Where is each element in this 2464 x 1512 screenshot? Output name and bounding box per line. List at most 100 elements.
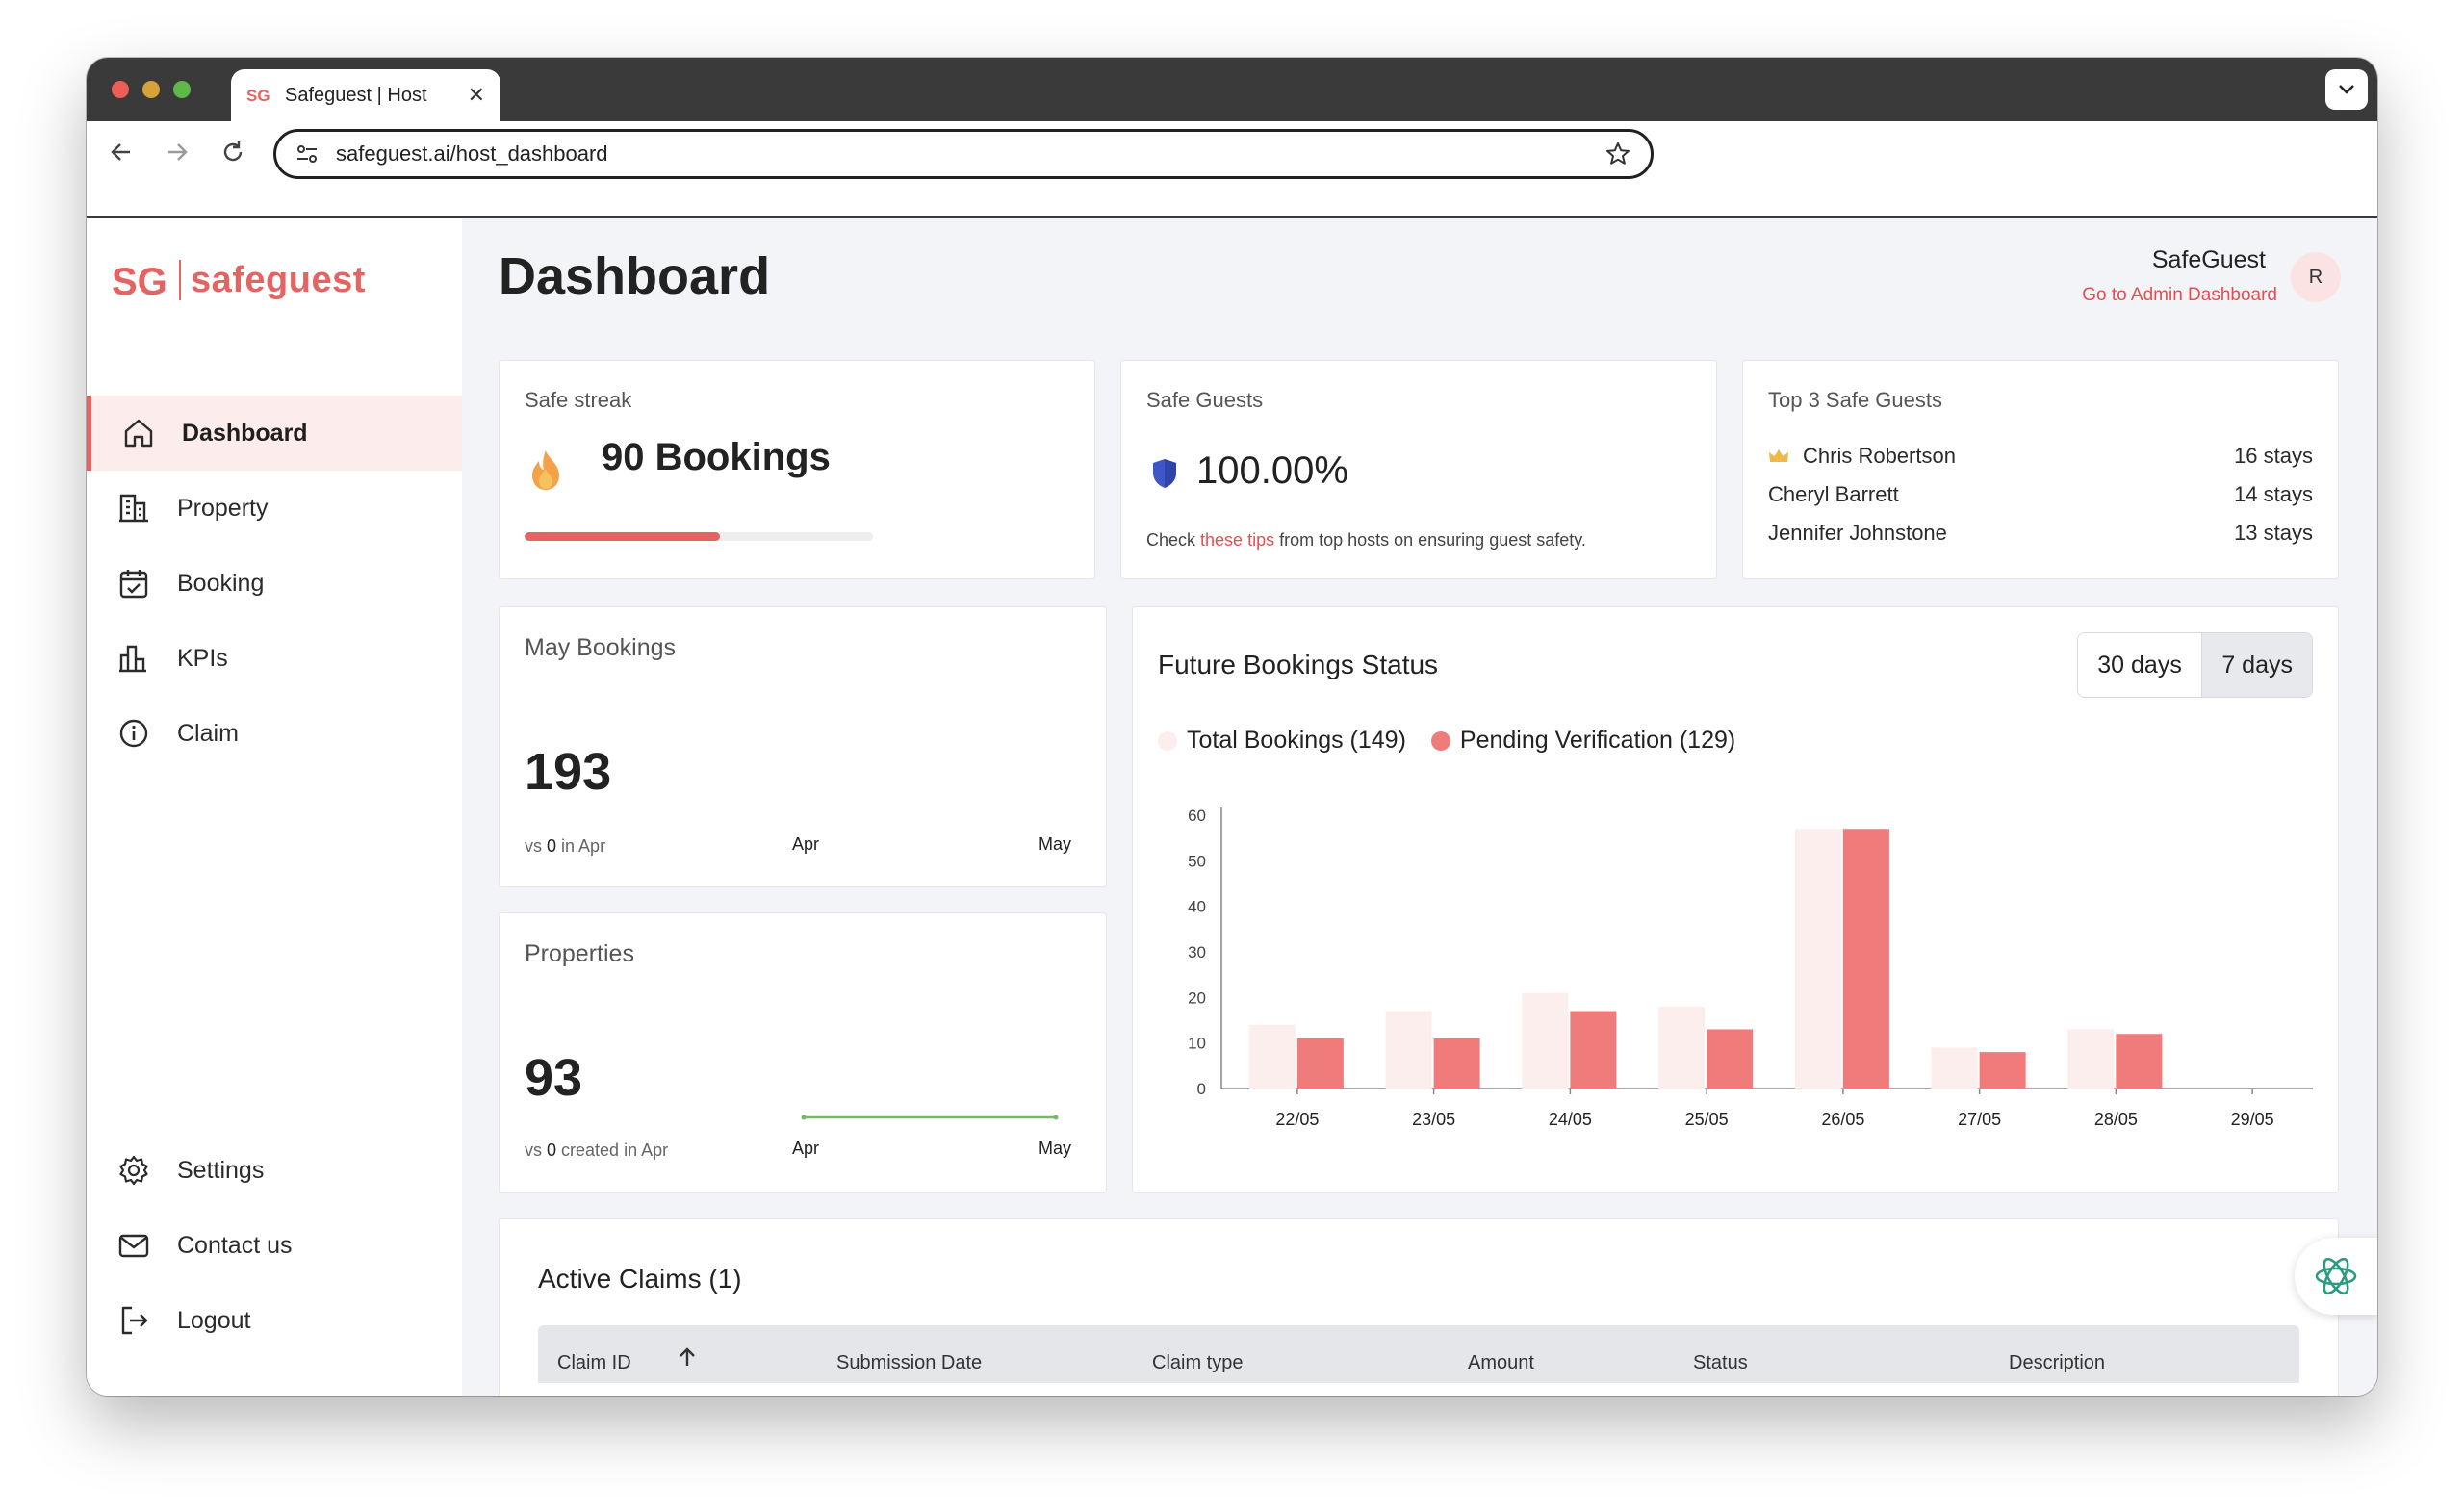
column-header-status[interactable]: Status [1693,1352,1748,1373]
chart-legend: Total Bookings (149) Pending Verificatio… [1158,727,1735,755]
guest-name: Cheryl Barrett [1768,482,1899,506]
browser-tab[interactable]: SG Safeguest | Host ✕ [231,69,500,121]
bookmark-star-icon[interactable] [1604,141,1631,167]
arrow-left-icon [111,143,130,161]
gear-icon [116,1152,152,1189]
may-bookings-value: 193 [525,743,612,801]
bar-pending-verification [2116,1034,2163,1089]
card-label: Safe streak [525,388,632,412]
back-button[interactable] [104,135,139,169]
reload-button[interactable] [216,135,250,169]
home-icon [120,415,157,451]
close-window-button[interactable] [112,81,129,98]
sidebar-item-claim[interactable]: Claim [87,696,462,771]
claims-table-header: Claim ID Submission Date Claim type Amou… [538,1325,2299,1383]
shield-icon [1153,459,1176,488]
sidebar-item-dashboard[interactable]: Dashboard [87,396,462,471]
30-days-button[interactable]: 30 days [2078,633,2201,697]
x-tick-label: 27/05 [1958,1110,2001,1129]
period-toggle: 30 days 7 days [2077,632,2313,698]
card-label: Top 3 Safe Guests [1768,388,1942,412]
admin-dashboard-link[interactable]: Go to Admin Dashboard [2082,285,2277,305]
sidebar-item-kpis[interactable]: KPIs [87,621,462,696]
x-tick-label: 28/05 [2094,1110,2138,1129]
axis-label-apr: Apr [792,1139,820,1158]
7-days-button[interactable]: 7 days [2202,633,2312,697]
safety-tips-link[interactable]: these tips [1200,530,1275,550]
properties-sparkline [801,1115,1059,1120]
app-content: SG safeguest Dashboard Property [87,218,2377,1396]
maximize-window-button[interactable] [173,81,191,98]
bar-pending-verification [1979,1052,2026,1089]
chart-title: Future Bookings Status [1158,650,1439,679]
guest-name: Chris Robertson [1803,444,1956,468]
claims-title: Active Claims (1) [538,1264,742,1294]
ai-assistant-button[interactable] [2295,1238,2377,1315]
site-settings-icon[interactable] [295,143,319,165]
future-bookings-bar-chart: 0 10 20 30 40 50 60 22/05 23/05 24/05 25/05 26/05 27… [1188,807,2313,1129]
bar-pending-verification [1296,1038,1344,1089]
arrow-right-icon [168,143,188,161]
tab-title: Safeguest | Host [285,84,427,106]
column-header-amount[interactable]: Amount [1468,1352,1534,1373]
column-header-description[interactable]: Description [2009,1352,2106,1373]
list-item: Jennifer Johnstone 13 stays [1768,517,2313,550]
card-label: May Bookings [525,634,677,661]
avatar[interactable]: R [2291,252,2341,302]
tab-search-button[interactable] [2325,69,2368,110]
sidebar-item-settings[interactable]: Settings [87,1133,462,1208]
top-safe-guests-card: Top 3 Safe Guests Chris Robertson 16 sta… [1742,360,2339,579]
safeguest-logo-icon: SG [112,261,167,303]
vs-prefix: vs [525,836,548,856]
x-tick-label: 24/05 [1549,1110,1592,1129]
y-tick-label: 60 [1188,807,1206,825]
axis-label-may: May [1039,1139,1072,1158]
sidebar-item-booking[interactable]: Booking [87,546,462,621]
streak-progress-fill [525,532,720,541]
legend-item-pending[interactable]: Pending Verification (129) [1430,727,1736,755]
forward-button[interactable] [160,135,194,169]
sort-ascending-icon[interactable] [677,1346,698,1368]
fire-icon [532,450,559,490]
safe-guests-value: 100.00% [1196,449,1348,492]
column-header-claim-id[interactable]: Claim ID [557,1352,631,1373]
sidebar: SG safeguest Dashboard Property [87,218,462,1396]
sidebar-item-logout[interactable]: Logout [87,1283,462,1358]
sidebar-item-label: Logout [177,1306,251,1334]
sidebar-item-label: Claim [177,719,239,747]
column-header-claim-type[interactable]: Claim type [1152,1352,1244,1373]
properties-card: Properties 93 vs 0 created in Apr Apr Ma… [499,912,1107,1193]
minimize-window-button[interactable] [142,81,160,98]
guest-stays: 16 stays [2234,444,2313,468]
url-text[interactable]: safeguest.ai/host_dashboard [336,141,608,166]
sidebar-item-label: Contact us [177,1231,293,1259]
bar-total-bookings [1248,1024,1296,1089]
tab-close-icon[interactable]: ✕ [467,83,485,107]
legend-label: Pending Verification (129) [1459,727,1736,754]
axis-label-may: May [1039,834,1072,854]
active-claims-card: Active Claims (1) Claim ID Submission Da… [499,1218,2339,1396]
x-tick-label: 23/05 [1412,1110,1455,1129]
vs-suffix: created in Apr [556,1140,669,1160]
tip-suffix: from top hosts on ensuring guest safety. [1274,530,1586,550]
bar-total-bookings [1385,1011,1432,1089]
user-name: SafeGuest [2151,246,2266,273]
building-icon [116,490,152,526]
safeguest-logo[interactable]: SG safeguest [112,256,366,304]
column-header-submission-date[interactable]: Submission Date [836,1352,983,1373]
address-bar[interactable]: safeguest.ai/host_dashboard [273,129,1654,179]
x-tick-label: 22/05 [1275,1110,1319,1129]
sidebar-item-contact[interactable]: Contact us [87,1208,462,1283]
streak-value: 90 Bookings [602,436,831,478]
y-tick-label: 50 [1188,852,1206,870]
info-circle-icon [116,715,152,752]
legend-item-total[interactable]: Total Bookings (149) [1158,727,1406,755]
safety-tip-text: Check these tips from top hosts on ensur… [1146,530,1586,551]
svg-text:SG: SG [112,261,167,303]
sidebar-item-property[interactable]: Property [87,471,462,546]
comparison-text: vs 0 created in Apr [525,1140,668,1161]
vs-value: 0 [547,1140,557,1160]
safe-guests-card: Safe Guests 100.00% Check these tips fro… [1120,360,1717,579]
sidebar-item-label: Booking [177,569,265,597]
sidebar-item-label: Settings [177,1156,265,1184]
